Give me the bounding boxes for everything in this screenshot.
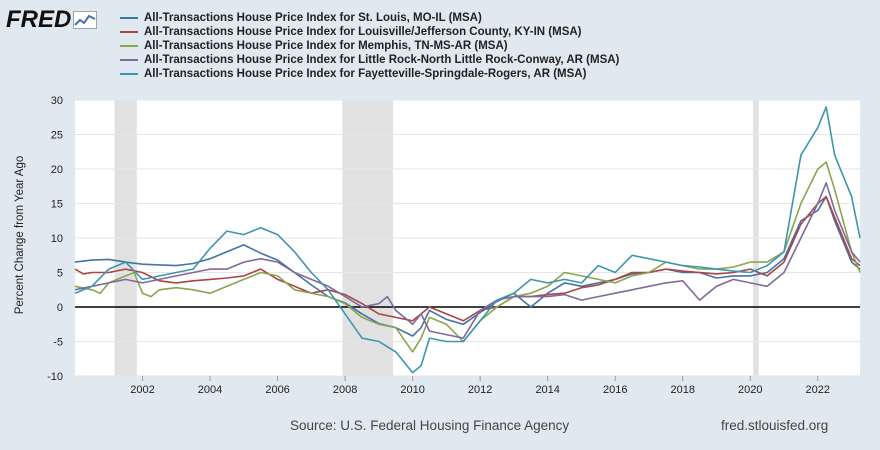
- x-tick-label: 2020: [738, 384, 762, 396]
- legend-item[interactable]: All-Transactions House Price Index for M…: [120, 39, 619, 53]
- series-line: [74, 195, 861, 337]
- y-tick-label: 15: [51, 199, 63, 211]
- legend-item[interactable]: All-Transactions House Price Index for L…: [120, 25, 619, 39]
- x-tick-label: 2022: [806, 384, 830, 396]
- x-tick-label: 2016: [603, 384, 627, 396]
- y-tick-label: 25: [51, 130, 63, 142]
- legend-label: All-Transactions House Price Index for M…: [144, 40, 508, 52]
- x-tick-label: 2010: [400, 384, 424, 396]
- fred-logo-text: FRED: [6, 6, 72, 33]
- series-line: [74, 106, 861, 374]
- legend: All-Transactions House Price Index for S…: [120, 11, 619, 81]
- y-tick-label: 20: [51, 164, 63, 176]
- x-tick-label: 2014: [535, 384, 559, 396]
- chart-trend-icon: [73, 11, 98, 29]
- y-tick-label: -10: [47, 371, 63, 383]
- x-tick-label: 2002: [130, 384, 154, 396]
- fred-logo[interactable]: FRED: [6, 6, 98, 34]
- x-tick-label: 2006: [265, 384, 289, 396]
- fred-url-link[interactable]: fred.stlouisfed.org: [721, 418, 829, 433]
- series-line: [74, 195, 861, 322]
- legend-item[interactable]: All-Transactions House Price Index for L…: [120, 53, 619, 67]
- legend-swatch: [120, 31, 138, 33]
- y-tick-label: 0: [57, 302, 63, 314]
- legend-label: All-Transactions House Price Index for L…: [144, 54, 620, 66]
- legend-label: All-Transactions House Price Index for L…: [144, 26, 582, 38]
- series-line: [74, 161, 861, 353]
- legend-swatch: [120, 17, 138, 19]
- source-note: Source: U.S. Federal Housing Finance Age…: [290, 418, 570, 433]
- x-tick-label: 2004: [198, 384, 222, 396]
- y-tick-label: -5: [53, 337, 63, 349]
- legend-swatch: [120, 73, 138, 75]
- x-tick-label: 2018: [670, 384, 694, 396]
- legend-item[interactable]: All-Transactions House Price Index for F…: [120, 67, 619, 81]
- legend-swatch: [120, 45, 138, 47]
- legend-swatch: [120, 59, 138, 61]
- legend-label: All-Transactions House Price Index for S…: [144, 12, 482, 24]
- legend-label: All-Transactions House Price Index for F…: [144, 68, 587, 80]
- y-tick-label: 10: [51, 233, 63, 245]
- y-tick-label: 5: [57, 268, 63, 280]
- x-tick-label: 2008: [333, 384, 357, 396]
- y-tick-label: 30: [51, 95, 63, 107]
- x-tick-label: 2012: [468, 384, 492, 396]
- series-line: [74, 182, 861, 339]
- legend-item[interactable]: All-Transactions House Price Index for S…: [120, 11, 619, 25]
